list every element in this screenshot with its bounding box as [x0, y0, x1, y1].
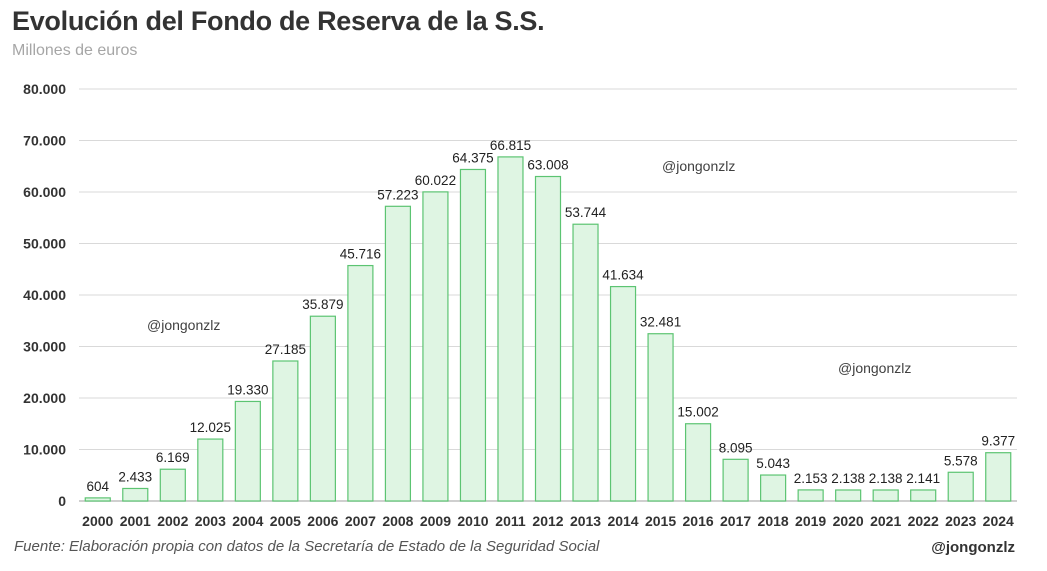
- bar: [835, 489, 862, 502]
- bar: [722, 458, 749, 502]
- chart-title: Evolución del Fondo de Reserva de la S.S…: [12, 6, 545, 36]
- x-tick-label: 2023: [945, 513, 976, 529]
- data-label: 32.481: [640, 315, 681, 330]
- data-label: 2.153: [794, 471, 828, 486]
- bar: [797, 489, 824, 502]
- x-tick-label: 2003: [195, 513, 226, 529]
- bar: [760, 474, 787, 502]
- y-tick-label: 80.000: [23, 81, 66, 97]
- y-tick-label: 0: [58, 493, 66, 509]
- bar: [910, 489, 937, 502]
- data-label: 2.138: [831, 471, 865, 486]
- x-tick-label: 2006: [307, 513, 338, 529]
- y-tick-label: 30.000: [23, 339, 66, 355]
- bar: [647, 333, 674, 502]
- source-note: Fuente: Elaboración propia con datos de …: [14, 538, 600, 555]
- bar: [459, 168, 487, 502]
- data-label: 12.025: [190, 420, 231, 435]
- data-label: 60.022: [415, 173, 456, 188]
- x-tick-label: 2014: [607, 513, 638, 529]
- y-tick-label: 50.000: [23, 236, 66, 252]
- x-tick-label: 2015: [645, 513, 676, 529]
- x-tick-label: 2008: [382, 513, 413, 529]
- data-label: 41.634: [602, 268, 644, 283]
- bar: [422, 191, 449, 502]
- bar: [272, 360, 299, 502]
- data-label: 2.138: [869, 471, 903, 486]
- x-tick-label: 2010: [457, 513, 488, 529]
- y-tick-label: 70.000: [23, 133, 66, 149]
- data-label: 9.377: [981, 434, 1015, 449]
- x-tick-label: 2024: [983, 513, 1014, 529]
- watermark-1: @jongonzlz: [147, 317, 221, 333]
- x-tick-label: 2007: [345, 513, 376, 529]
- bar: [384, 205, 412, 502]
- bar: [985, 452, 1012, 502]
- bar: [159, 468, 186, 502]
- bar: [197, 438, 224, 502]
- x-tick-label: 2020: [833, 513, 864, 529]
- bar: [947, 471, 974, 502]
- x-tick-label: 2012: [532, 513, 563, 529]
- data-label: 45.716: [340, 247, 381, 262]
- bar: [572, 223, 599, 502]
- data-label: 63.008: [527, 158, 568, 173]
- x-tick-label: 2002: [157, 513, 188, 529]
- x-tick-label: 2001: [120, 513, 151, 529]
- bar: [234, 400, 261, 502]
- author-handle: @jongonzlz: [931, 539, 1015, 556]
- x-tick-label: 2022: [908, 513, 939, 529]
- x-tick-label: 2000: [82, 513, 113, 529]
- data-label: 2.141: [906, 471, 940, 486]
- data-label: 15.002: [677, 405, 718, 420]
- bar: [534, 175, 562, 502]
- x-tick-label: 2004: [232, 513, 263, 529]
- y-tick-label: 10.000: [23, 442, 66, 458]
- watermark-3: @jongonzlz: [838, 360, 912, 376]
- data-label: 53.744: [565, 205, 607, 220]
- x-tick-label: 2005: [270, 513, 301, 529]
- bar: [309, 315, 336, 502]
- bar: [872, 489, 899, 502]
- chart-subtitle: Millones de euros: [12, 42, 138, 59]
- data-label: 66.815: [490, 138, 531, 153]
- bar: [84, 497, 111, 502]
- x-tick-label: 2018: [758, 513, 789, 529]
- data-label: 2.433: [118, 469, 152, 484]
- bar: [347, 264, 374, 502]
- y-tick-label: 40.000: [23, 287, 66, 303]
- data-label: 5.043: [756, 456, 790, 471]
- bar: [497, 156, 524, 502]
- data-label: 27.185: [265, 342, 306, 357]
- x-tick-label: 2021: [870, 513, 901, 529]
- y-tick-label: 20.000: [23, 390, 66, 406]
- x-tick-label: 2016: [683, 513, 714, 529]
- x-tick-label: 2013: [570, 513, 601, 529]
- x-tick-label: 2017: [720, 513, 751, 529]
- data-label: 604: [86, 479, 109, 494]
- x-tick-label: 2009: [420, 513, 451, 529]
- data-label: 35.879: [302, 297, 343, 312]
- bar: [609, 285, 637, 502]
- data-label: 6.169: [156, 450, 190, 465]
- bar: [684, 423, 712, 502]
- data-label: 57.223: [377, 187, 418, 202]
- bar: [122, 487, 149, 502]
- data-label: 8.095: [719, 440, 753, 455]
- x-tick-label: 2011: [495, 513, 526, 529]
- x-tick-label: 2019: [795, 513, 826, 529]
- watermark-2: @jongonzlz: [662, 158, 736, 174]
- data-label: 5.578: [944, 453, 978, 468]
- y-tick-label: 60.000: [23, 184, 66, 200]
- data-label: 19.330: [227, 382, 268, 397]
- data-label: 64.375: [452, 150, 493, 165]
